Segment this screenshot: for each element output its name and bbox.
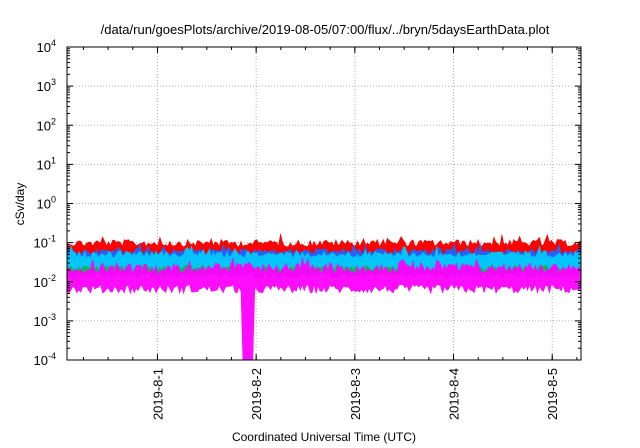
y-tick-label: 104 [37,38,56,55]
axis-ticks [67,46,581,361]
y-tick-label: 10-4 [34,351,56,368]
y-tick-labels: 10-4 10-3 10-2 10-1 100 101 102 103 104 [34,38,56,368]
y-tick-label: 10-3 [34,312,56,329]
x-tick-labels: 2019-8-1 2019-8-2 2019-8-3 2019-8-4 2019-8-5 [150,368,560,420]
x-axis-label: Coordinated Universal Time (UTC) [232,430,416,444]
y-tick-label: 101 [37,155,56,172]
x-tick-label: 2019-8-3 [348,368,363,420]
x-tick-label: 2019-8-1 [150,368,165,420]
plot-frame [66,46,582,361]
y-tick-label: 102 [37,116,56,133]
data-series-area [66,233,582,361]
y-axis-label: cSv/day [13,183,27,226]
y-tick-label: 10-1 [34,234,56,251]
chart-title: /data/run/goesPlots/archive/2019-08-05/0… [101,22,550,37]
x-tick-label: 2019-8-5 [545,368,560,420]
x-tick-label: 2019-8-4 [447,368,462,420]
y-tick-label: 100 [37,195,56,212]
y-tick-label: 103 [37,77,56,94]
series-area-4 [66,257,582,361]
y-tick-label: 10-2 [34,273,56,290]
x-tick-label: 2019-8-2 [249,368,264,420]
grid-lines [67,47,581,360]
